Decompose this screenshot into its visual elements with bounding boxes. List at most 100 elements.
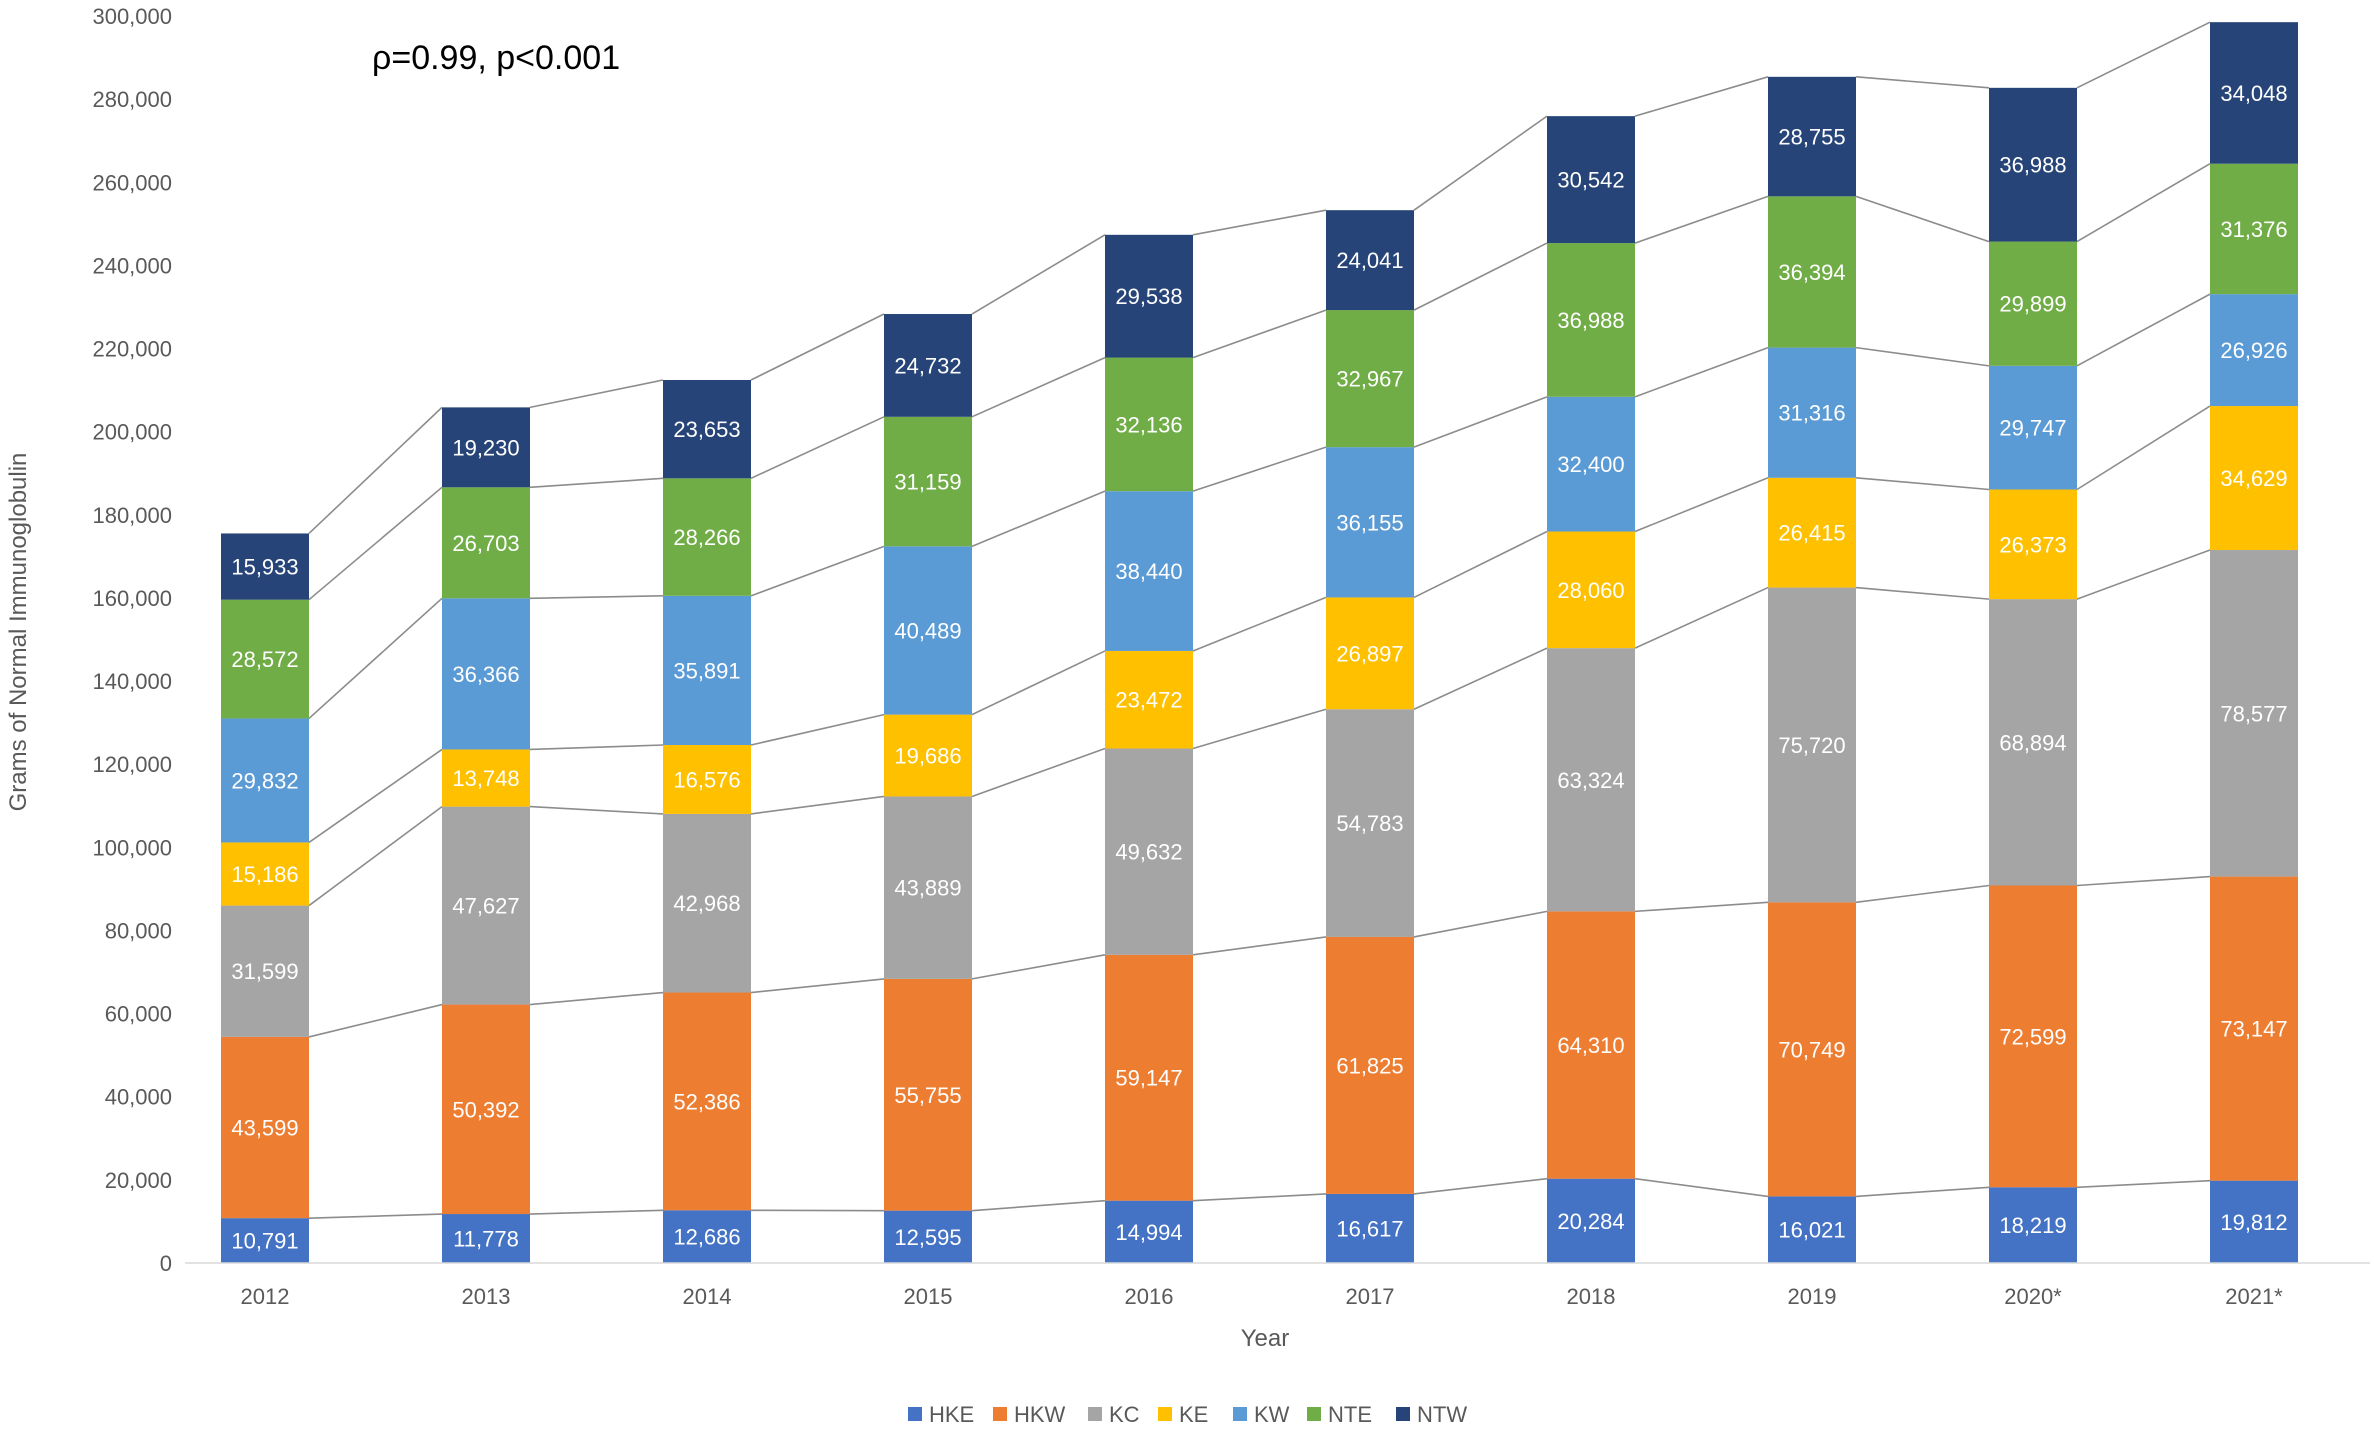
bar-segment-hke [884, 1210, 972, 1263]
series-line-hkw [1855, 884, 1990, 904]
data-label-hke: 10,791 [231, 1229, 298, 1254]
series-line-hke [1413, 1177, 1548, 1195]
bar-segment-kc [1547, 648, 1635, 912]
x-tick-label: 2021* [2225, 1284, 2283, 1309]
data-label-kc: 47,627 [452, 894, 519, 919]
bar-segment-nte [1326, 310, 1414, 448]
data-label-hke: 16,617 [1336, 1216, 1403, 1241]
data-label-hke: 12,686 [673, 1225, 740, 1250]
series-line-hke [1192, 1193, 1327, 1202]
y-tick-label: 100,000 [92, 835, 172, 860]
data-label-ntw: 24,732 [894, 353, 961, 378]
series-line-hke [971, 1199, 1106, 1212]
series-line-ntw [1413, 115, 1548, 211]
data-label-hkw: 43,599 [231, 1116, 298, 1141]
bar-segment-nte [1105, 357, 1193, 492]
data-label-nte: 31,159 [894, 470, 961, 495]
bar-segment-nte [1547, 243, 1635, 397]
legend-swatch-ntw [1396, 1407, 1410, 1421]
bar-segment-kc [1768, 587, 1856, 903]
bar-segment-ntw [221, 533, 309, 600]
data-label-ntw: 34,048 [2220, 81, 2287, 106]
data-label-ke: 34,629 [2220, 466, 2287, 491]
series-line-hke [1855, 1186, 1990, 1198]
legend-swatch-kc [1088, 1407, 1102, 1421]
data-label-hkw: 64,310 [1557, 1033, 1624, 1058]
data-label-ke: 28,060 [1557, 578, 1624, 603]
data-label-kc: 78,577 [2220, 701, 2287, 726]
series-line-ntw [1192, 209, 1327, 236]
legend-label-ke: KE [1179, 1402, 1208, 1427]
legend-label-kc: KC [1109, 1402, 1140, 1427]
bar-segment-nte [442, 487, 530, 599]
y-tick-label: 0 [160, 1251, 172, 1276]
legend-label-kw: KW [1254, 1402, 1290, 1427]
data-label-nte: 32,967 [1336, 367, 1403, 392]
data-label-ke: 15,186 [231, 862, 298, 887]
data-label-hkw: 50,392 [452, 1097, 519, 1122]
bar-segment-kc [884, 796, 972, 979]
bar-segment-hke [1547, 1178, 1635, 1263]
bar-segment-hke [1105, 1200, 1193, 1263]
bar-segment-ke [1989, 489, 2077, 600]
series-line-kc [750, 795, 885, 815]
data-label-ke: 13,748 [452, 766, 519, 791]
legend-swatch-hkw [993, 1407, 1007, 1421]
data-label-ntw: 36,988 [1999, 153, 2066, 178]
x-axis-ticks: 2012 2013 2014 2015 2016 2017 2018 2019 2020* 202… [241, 1284, 2284, 1309]
series-line-ntw [971, 234, 1106, 315]
bar-segment-kc [1989, 599, 2077, 886]
data-label-kc: 75,720 [1778, 733, 1845, 758]
bar-segment-ntw [663, 380, 751, 479]
series-line-hkw [529, 991, 664, 1006]
series-line-ntw [529, 379, 664, 409]
data-label-kw: 40,489 [894, 618, 961, 643]
data-label-nte: 36,394 [1778, 260, 1845, 285]
bar-segment-kw [1989, 365, 2077, 490]
legend-swatch-kw [1233, 1407, 1247, 1421]
data-label-hkw: 52,386 [673, 1089, 740, 1114]
series-line-hke [529, 1209, 664, 1215]
series-line-ke [1855, 476, 1990, 491]
x-tick-label: 2016 [1125, 1284, 1174, 1309]
data-label-hke: 18,219 [1999, 1213, 2066, 1238]
series-line-ntw [308, 406, 443, 535]
bar-segment-kc [221, 905, 309, 1037]
bar-segment-kw [663, 595, 751, 746]
data-label-kc: 68,894 [1999, 730, 2066, 755]
data-label-hkw: 70,749 [1778, 1037, 1845, 1062]
data-label-ke: 26,897 [1336, 641, 1403, 666]
data-label-kc: 63,324 [1557, 768, 1624, 793]
data-label-kw: 35,891 [673, 658, 740, 683]
y-axis-title: Grams of Normal Immunoglobulin [5, 453, 32, 812]
series-line-hke [308, 1213, 443, 1219]
series-line-hkw [971, 954, 1106, 980]
bar-segment-ntw [1768, 76, 1856, 197]
series-line-hkw [2076, 875, 2211, 887]
x-tick-label: 2012 [241, 1284, 290, 1309]
bar-segment-kw [1768, 347, 1856, 478]
data-label-nte: 28,572 [231, 647, 298, 672]
y-tick-label: 40,000 [105, 1085, 172, 1110]
data-label-ke: 16,576 [673, 767, 740, 792]
x-tick-label: 2018 [1567, 1284, 1616, 1309]
bar-segment-nte [1989, 241, 2077, 366]
y-tick-label: 120,000 [92, 752, 172, 777]
data-label-kw: 36,366 [452, 662, 519, 687]
bar-segment-hke [221, 1218, 309, 1263]
x-tick-label: 2015 [904, 1284, 953, 1309]
data-label-ntw: 15,933 [231, 555, 298, 580]
bar-stacks: 10,791 43,599 31,599 15,186 29,832 28,572 15,9… [221, 22, 2298, 1263]
y-tick-label: 240,000 [92, 253, 172, 278]
legend-label-nte: NTE [1328, 1402, 1372, 1427]
y-tick-label: 20,000 [105, 1168, 172, 1193]
bar-segment-hke [663, 1210, 751, 1263]
series-line-nte [1634, 195, 1769, 244]
bar-segment-kw [1547, 396, 1635, 532]
series-line-hkw [1634, 901, 1769, 913]
data-label-hke: 14,994 [1115, 1220, 1182, 1245]
data-label-hke: 12,595 [894, 1225, 961, 1250]
bar-segment-ntw [1989, 87, 2077, 242]
legend-swatch-nte [1307, 1407, 1321, 1421]
series-line-kc [308, 805, 443, 907]
